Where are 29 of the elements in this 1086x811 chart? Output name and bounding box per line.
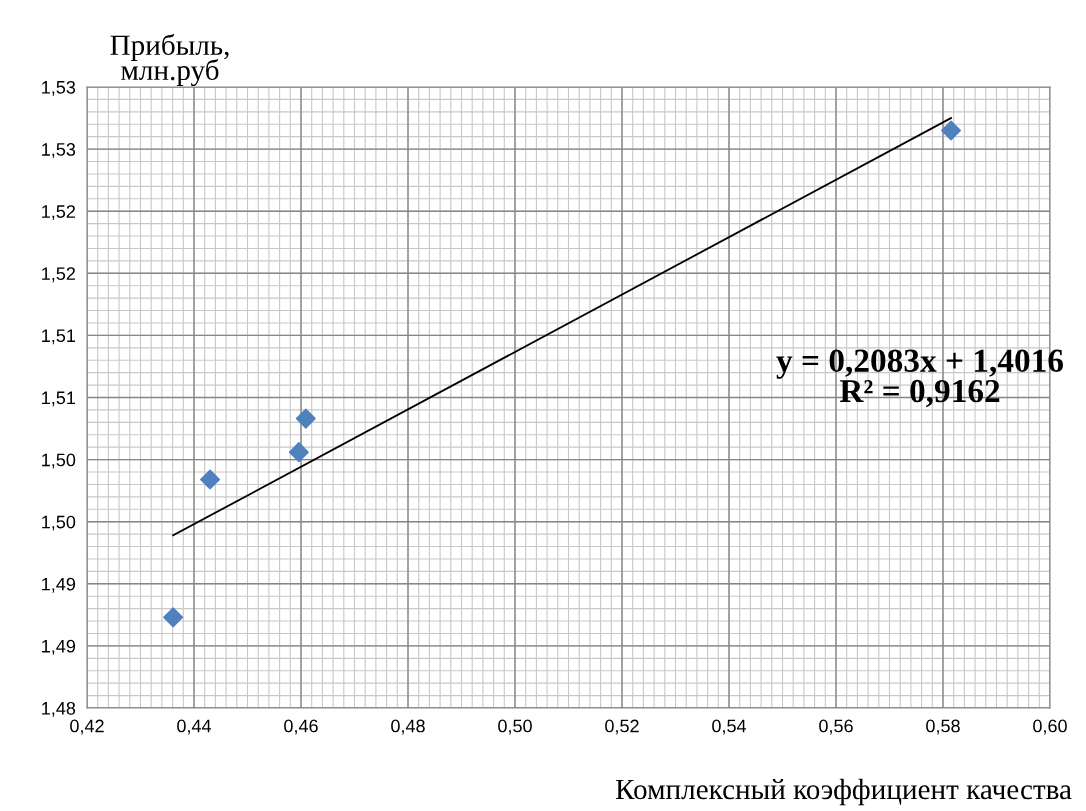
x-tick-label: 0,60: [1033, 719, 1067, 735]
x-tick-label: 0,50: [498, 719, 532, 735]
y-tick-label: 1,48: [42, 701, 76, 717]
x-axis-title: Комплексный коэффициент качества: [615, 778, 1072, 806]
x-tick-label: 0,42: [70, 719, 104, 735]
point: [163, 607, 184, 628]
x-tick-label: 0,48: [391, 719, 425, 735]
y-tick-label: 1,52: [42, 267, 75, 283]
x-tick-label: 0,52: [605, 719, 639, 735]
point: [200, 469, 221, 490]
y-tick-label: 1,50: [42, 515, 76, 531]
y-tick-label: 1,50: [42, 453, 76, 469]
x-tick-label: 0,58: [926, 719, 960, 735]
y-tick-label: 1,53: [42, 80, 76, 96]
y-tick-label: 1,53: [42, 143, 76, 158]
point: [295, 408, 316, 429]
x-tick-label: 0,54: [712, 719, 747, 735]
x-tick-label: 0,56: [819, 719, 853, 735]
y-tick-label: 1,49: [42, 639, 76, 655]
y-tick-label: 1,51: [42, 329, 76, 345]
x-tick-label: 0,44: [177, 719, 212, 735]
point: [288, 442, 309, 463]
y-tick-label: 1,51: [42, 391, 76, 407]
y-axis-title: Прибыль, млн.руб: [110, 33, 229, 87]
annotation: y = 0,2083x + 1,4016 R² = 0,9162: [776, 349, 1064, 408]
y-tick-label: 1,49: [42, 577, 76, 593]
x-tick-label: 0,46: [284, 719, 318, 735]
y-tick-label: 1,52: [42, 205, 75, 221]
point: [941, 120, 962, 141]
